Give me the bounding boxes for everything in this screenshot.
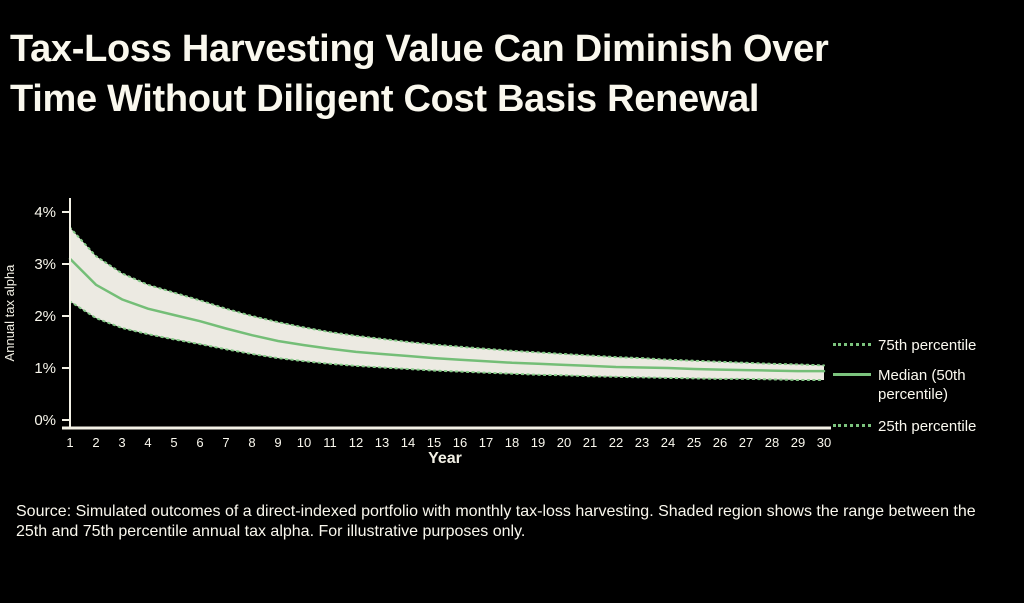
x-tick-label: 22 [609,435,623,450]
y-tick-label: 2% [34,308,56,325]
solid-line-swatch-icon [833,372,871,376]
x-tick-label: 27 [739,435,753,450]
legend-item-25th: 25th percentile [833,418,1003,437]
x-tick-label: 2 [92,435,99,450]
x-tick-label: 14 [401,435,415,450]
source-caption: Source: Simulated outcomes of a direct-i… [16,503,976,541]
x-axis-title: Year [428,450,462,467]
x-tick-label: 5 [170,435,177,450]
dotted-line-swatch-icon [833,424,871,428]
x-tick-label: 3 [118,435,125,450]
x-tick-label: 17 [479,435,493,450]
x-tick-label: 29 [791,435,805,450]
legend-label: Median (50th percentile) [878,366,966,403]
dotted-line-swatch-icon [833,343,871,346]
x-tick-label: 26 [713,435,727,450]
x-tick-label: 15 [427,435,441,450]
percentile-band [70,227,824,380]
x-tick-label: 13 [375,435,389,450]
y-tick-label: 1% [34,360,56,377]
x-tick-label: 28 [765,435,779,450]
x-tick-label: 20 [557,435,571,450]
legend-label: 75th percentile [878,337,977,354]
x-tick-label: 18 [505,435,519,450]
x-tick-label: 21 [583,435,597,450]
x-tick-label: 24 [661,435,675,450]
chart-title-line2: Time Without Diligent Cost Basis Renewal [10,78,760,121]
chart-title: Tax-Loss Harvesting Value Can Diminish O… [10,24,950,124]
series-line [69,226,825,367]
x-tick-label: 16 [453,435,467,450]
x-tick-label: 23 [635,435,649,450]
x-tick-label: 19 [531,435,545,450]
x-tick-label: 10 [297,435,311,450]
y-tick-label: 3% [34,256,56,273]
x-tick-label: 30 [817,435,831,450]
x-tick-label: 11 [323,435,337,450]
legend-item-75th: 75th percentile [833,337,1003,356]
y-tick-label: 0% [34,412,56,429]
legend-item-median: Median (50th percentile) [833,367,1003,405]
x-tick-label: 4 [144,435,151,450]
y-tick-label: 4% [34,204,56,221]
chart-title-line1: Tax-Loss Harvesting Value Can Diminish O… [10,28,829,70]
x-tick-label: 6 [196,435,203,450]
chart-legend: 75th percentile Median (50th percentile)… [833,337,1003,437]
legend-label: 25th percentile [878,418,977,436]
series-line [69,300,825,381]
x-tick-label: 1 [66,435,73,450]
x-tick-label: 9 [274,435,281,450]
x-tick-label: 7 [222,435,229,450]
x-tick-label: 12 [349,435,363,450]
series-line [68,257,826,373]
x-tick-label: 8 [248,435,255,450]
x-tick-label: 25 [687,435,701,450]
